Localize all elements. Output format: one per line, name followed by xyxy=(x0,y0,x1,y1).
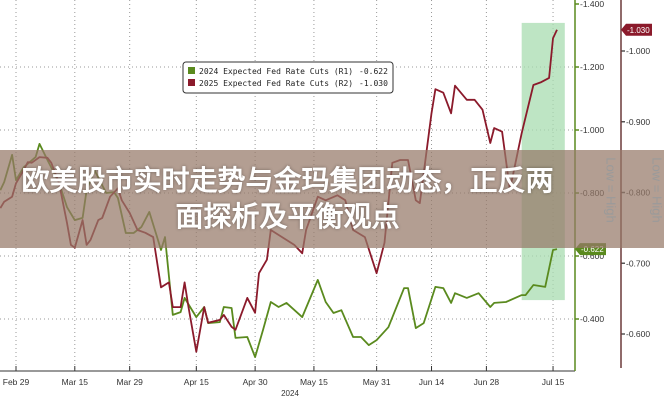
r1-last-value-label: -0.622 xyxy=(581,245,604,254)
legend-value-2024: -0.622 xyxy=(359,67,388,76)
legend-value-2025: -1.030 xyxy=(359,79,388,88)
legend-swatch-2024 xyxy=(188,67,195,74)
x-tick-label: Jun 14 xyxy=(419,377,445,387)
x-tick-label: Mar 29 xyxy=(116,377,143,387)
r1-tick-label: -1.200 xyxy=(580,62,604,72)
r1-tick-label: -0.600 xyxy=(580,251,604,261)
x-tick-label: May 31 xyxy=(363,377,391,387)
x-axis-label: 2024 xyxy=(281,389,299,398)
banner-title-line2: 面探析及平衡观点 xyxy=(175,200,400,233)
r2-tick-label: -0.700 xyxy=(626,258,650,268)
r2-tick-label: -1.000 xyxy=(626,46,650,56)
x-tick-label: May 15 xyxy=(300,377,328,387)
r1-tick-label: -1.400 xyxy=(580,0,604,9)
r2-last-value-tag xyxy=(621,23,652,36)
legend-label-2025: 2025 Expected Fed Rate Cuts (R2) xyxy=(199,79,353,88)
r2-tick-label: -0.600 xyxy=(626,329,650,339)
x-tick-label: Mar 15 xyxy=(62,377,89,387)
r1-tick-label: -1.000 xyxy=(580,125,604,135)
banner-title-line1: 欧美股市实时走势与金玛集团动态，正反两 xyxy=(21,164,554,197)
x-tick-label: Apr 30 xyxy=(243,377,268,387)
legend-label-2024: 2024 Expected Fed Rate Cuts (R1) xyxy=(199,67,353,76)
r2-tick-label: -0.900 xyxy=(626,117,650,127)
x-tick-label: Jul 15 xyxy=(542,377,565,387)
x-tick-label: Apr 15 xyxy=(184,377,209,387)
x-tick-label: Jun 28 xyxy=(474,377,500,387)
legend-swatch-2025 xyxy=(188,79,195,86)
r2-last-value-label: -1.030 xyxy=(627,26,650,35)
r1-tick-label: -0.400 xyxy=(580,314,604,324)
x-tick-label: Feb 29 xyxy=(3,377,30,387)
legend-box xyxy=(182,61,394,94)
legend: 2024 Expected Fed Rate Cuts (R1) -0.622 … xyxy=(182,61,394,94)
title-banner xyxy=(0,150,664,248)
banner-title: 欧美股市实时走势与金玛集团动态，正反两 面探析及平衡观点 xyxy=(0,163,575,235)
